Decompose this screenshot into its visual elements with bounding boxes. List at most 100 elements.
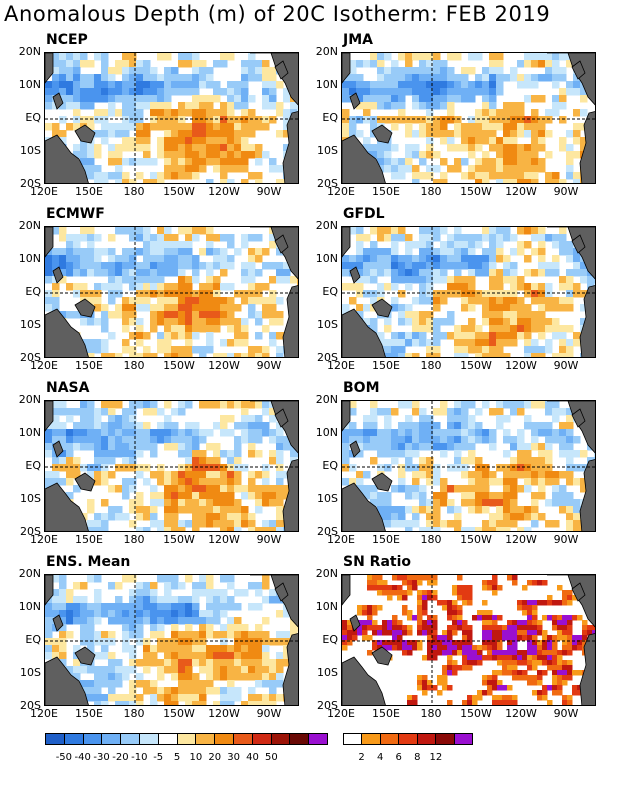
heatmap-cell bbox=[73, 610, 81, 618]
heatmap-cell bbox=[108, 443, 116, 451]
heatmap-cell bbox=[538, 346, 546, 354]
heatmap-cell bbox=[370, 88, 378, 96]
heatmap-cell bbox=[171, 304, 179, 312]
heatmap-cell bbox=[517, 116, 525, 124]
heatmap-cell bbox=[108, 74, 116, 82]
heatmap-cell bbox=[524, 158, 532, 166]
heatmap-cell bbox=[73, 283, 81, 291]
heatmap-cell bbox=[467, 705, 473, 706]
heatmap-cell bbox=[241, 102, 249, 110]
heatmap-cell bbox=[566, 81, 574, 89]
heatmap-cell bbox=[557, 670, 563, 676]
heatmap-cell bbox=[178, 401, 186, 409]
heatmap-cell bbox=[489, 116, 497, 124]
heatmap-cell bbox=[542, 655, 548, 661]
heatmap-cell bbox=[384, 492, 392, 500]
heatmap-cell bbox=[412, 422, 420, 430]
heatmap-cell bbox=[468, 165, 476, 173]
heatmap-cell bbox=[66, 241, 74, 249]
land-mass bbox=[250, 227, 298, 280]
heatmap-cell bbox=[538, 269, 546, 277]
heatmap-cell bbox=[510, 262, 518, 270]
heatmap-cell bbox=[537, 695, 543, 701]
heatmap-cell bbox=[482, 172, 490, 180]
heatmap-cell bbox=[94, 172, 102, 180]
heatmap-cell bbox=[213, 144, 221, 152]
heatmap-cell bbox=[432, 645, 438, 651]
heatmap-cell bbox=[108, 582, 116, 590]
heatmap-cell bbox=[377, 74, 385, 82]
heatmap-cell bbox=[206, 130, 214, 138]
x-tick-label: 150W bbox=[460, 359, 492, 372]
heatmap-cell bbox=[342, 443, 350, 451]
heatmap-cell bbox=[468, 283, 476, 291]
heatmap-cell bbox=[269, 666, 277, 674]
heatmap-cell bbox=[164, 527, 172, 531]
heatmap-cell bbox=[462, 630, 468, 636]
heatmap-cell bbox=[80, 88, 88, 96]
heatmap-cell bbox=[255, 116, 263, 124]
heatmap-cell bbox=[537, 705, 543, 706]
heatmap-cell bbox=[220, 527, 228, 531]
heatmap-cell bbox=[199, 74, 207, 82]
heatmap-cell bbox=[427, 650, 433, 656]
heatmap-cell bbox=[255, 318, 263, 326]
heatmap-cell bbox=[185, 617, 193, 625]
heatmap-cell bbox=[407, 645, 413, 651]
heatmap-cell bbox=[66, 478, 74, 486]
heatmap-cell bbox=[447, 660, 453, 666]
heatmap-cell bbox=[537, 630, 543, 636]
heatmap-cell bbox=[447, 640, 453, 646]
heatmap-cell bbox=[537, 680, 543, 686]
heatmap-cell bbox=[572, 690, 578, 696]
heatmap-cell bbox=[101, 109, 109, 117]
heatmap-cell bbox=[527, 605, 533, 611]
heatmap-cell bbox=[122, 638, 130, 646]
heatmap-cell bbox=[262, 471, 270, 479]
heatmap-cell bbox=[206, 158, 214, 166]
heatmap-cell bbox=[531, 116, 539, 124]
heatmap-cell bbox=[356, 485, 364, 493]
heatmap-cell bbox=[468, 248, 476, 256]
heatmap-cell bbox=[73, 109, 81, 117]
heatmap-cell bbox=[567, 700, 573, 705]
heatmap-cell bbox=[468, 332, 476, 340]
heatmap-cell bbox=[512, 580, 518, 586]
heatmap-cell bbox=[510, 116, 518, 124]
heatmap-cell bbox=[489, 102, 497, 110]
heatmap-cell bbox=[80, 638, 88, 646]
heatmap-cell bbox=[419, 95, 427, 103]
heatmap-cell bbox=[349, 478, 357, 486]
heatmap-cell bbox=[199, 81, 207, 89]
heatmap-cell bbox=[547, 655, 553, 661]
heatmap-cell bbox=[512, 640, 518, 646]
heatmap-cell bbox=[87, 666, 95, 674]
heatmap-cell bbox=[454, 53, 462, 61]
heatmap-cell bbox=[129, 123, 137, 131]
heatmap-cell bbox=[452, 660, 458, 666]
heatmap-cell bbox=[94, 234, 102, 242]
heatmap-cell bbox=[178, 109, 186, 117]
heatmap-cell bbox=[468, 67, 476, 75]
heatmap-cell bbox=[503, 318, 511, 326]
heatmap-cell bbox=[559, 297, 567, 305]
heatmap-cell bbox=[143, 680, 151, 688]
heatmap-cell bbox=[454, 234, 462, 242]
heatmap-cell bbox=[507, 625, 513, 631]
heatmap-cell bbox=[185, 283, 193, 291]
heatmap-cell bbox=[432, 625, 438, 631]
heatmap-cell bbox=[363, 436, 371, 444]
heatmap-cell bbox=[524, 116, 532, 124]
heatmap-cell bbox=[461, 95, 469, 103]
heatmap-cell bbox=[461, 457, 469, 465]
heatmap-cell bbox=[178, 137, 186, 145]
heatmap-cell bbox=[468, 241, 476, 249]
heatmap-cell bbox=[440, 67, 448, 75]
heatmap-cell bbox=[178, 610, 186, 618]
heatmap-cell bbox=[387, 630, 393, 636]
heatmap-cell bbox=[492, 620, 498, 626]
heatmap-cell bbox=[220, 297, 228, 305]
heatmap-cell bbox=[262, 575, 270, 583]
heatmap-cell bbox=[178, 478, 186, 486]
heatmap-cell bbox=[213, 485, 221, 493]
